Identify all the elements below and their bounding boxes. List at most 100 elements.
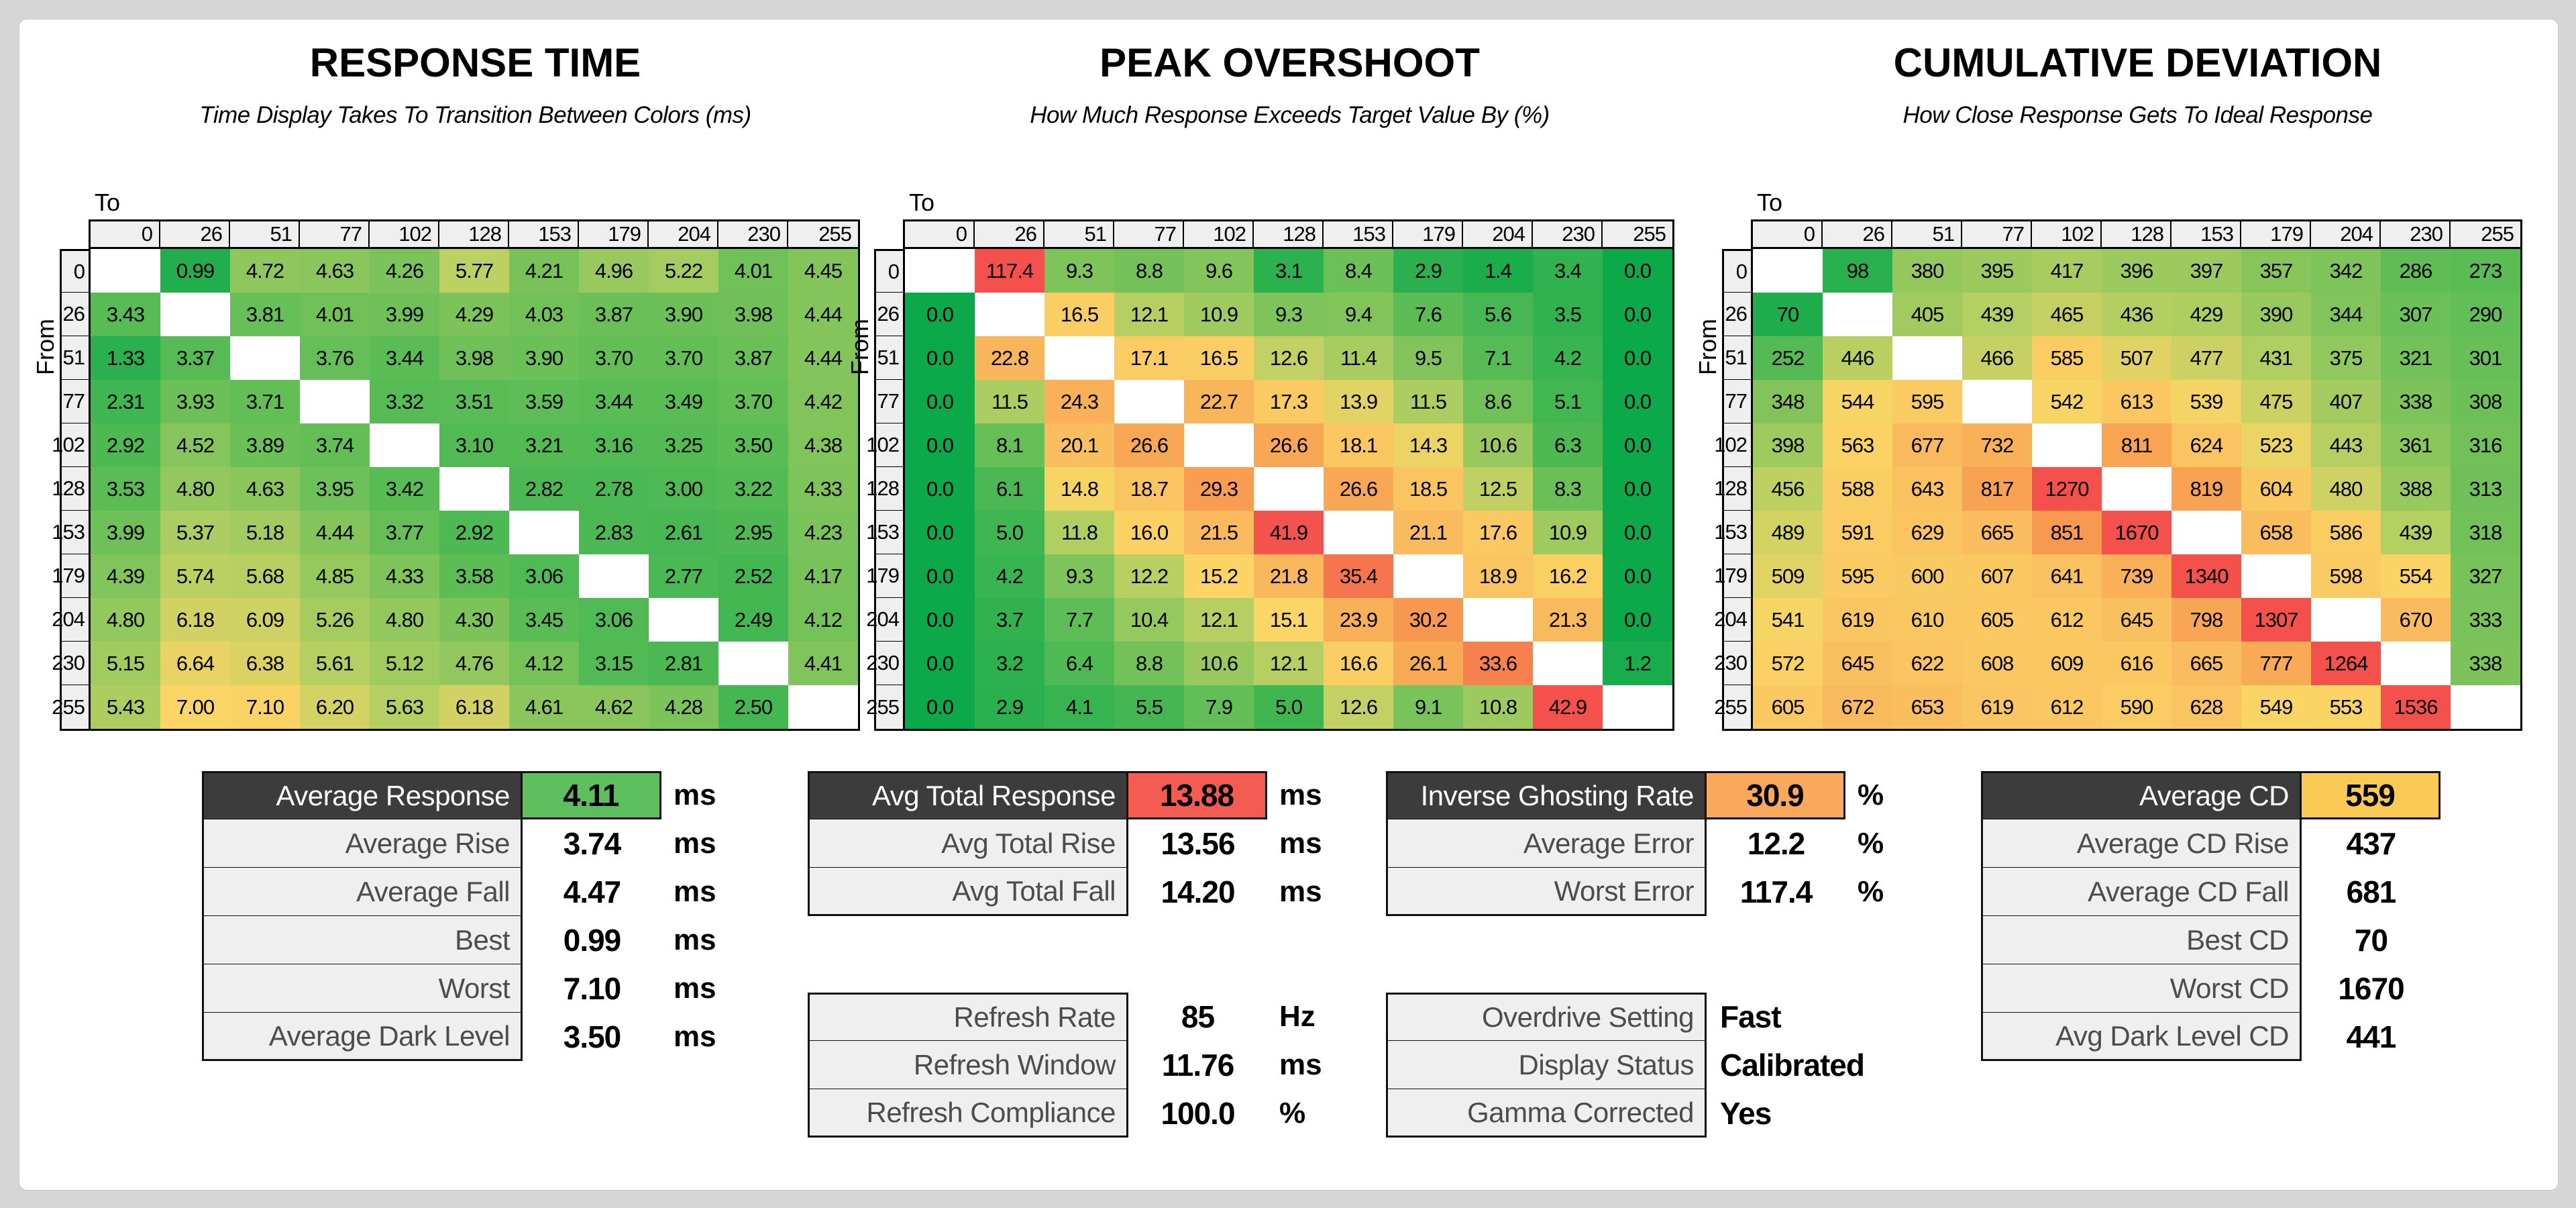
- summary-row: Refresh Window 11.76 ms: [808, 1041, 1360, 1089]
- heatmap-cell: 4.29: [439, 293, 509, 336]
- heatmap-cell: 4.33: [788, 467, 858, 511]
- heatmap-cell: 16.0: [1114, 511, 1184, 554]
- heatmap-cell: 3.06: [579, 598, 649, 642]
- heatmap-cell: 4.41: [788, 642, 858, 685]
- heatmap-cell: 4.52: [160, 423, 230, 467]
- heatmap-cell: 0.0: [1603, 336, 1672, 380]
- heatmap-cell: 16.2: [1533, 554, 1603, 598]
- heatmap-cell: 3.25: [649, 423, 718, 467]
- summary-value: 11.76: [1161, 1048, 1235, 1083]
- col-header: 77: [1962, 221, 2032, 247]
- row-header: 230: [52, 642, 91, 685]
- heatmap-cell: 21.5: [1184, 511, 1254, 554]
- heatmap-cell: 10.9: [1533, 511, 1603, 554]
- col-header: 153: [509, 221, 579, 247]
- summary-unit: [2440, 1013, 2533, 1061]
- heatmap-cell: 2.78: [579, 467, 649, 511]
- heatmap-cell: 21.1: [1393, 511, 1463, 554]
- heatmap-cell: 14.8: [1044, 467, 1114, 511]
- heatmap-cell: 5.68: [230, 554, 300, 598]
- row-header: 0: [60, 249, 91, 293]
- heatmap-cell: 4.26: [370, 249, 439, 293]
- heatmap-cell: 3.51: [439, 380, 509, 423]
- row-header: 230: [1714, 642, 1753, 685]
- heatmap-cell: 3.70: [579, 336, 649, 380]
- heatmap-cell: 4.38: [788, 423, 858, 467]
- heatmap-cell-blank: [1044, 336, 1114, 380]
- summary-row: Best CD 70: [1981, 916, 2533, 964]
- heatmap-cell: 475: [2241, 380, 2311, 423]
- heatmap-cell: 5.1: [1533, 380, 1603, 423]
- heatmap-cell: 14.3: [1393, 423, 1463, 467]
- heatmap-cell: 431: [2241, 336, 2311, 380]
- col-header: 230: [718, 221, 788, 247]
- col-header: 153: [1324, 221, 1393, 247]
- heatmap-cell: 6.3: [1533, 423, 1603, 467]
- heatmap-cell: 609: [2032, 642, 2102, 685]
- summary-row: Avg Total Response 13.88 ms: [808, 771, 1360, 819]
- heatmap-cell: 4.96: [579, 249, 649, 293]
- heatmap-cell: 619: [1962, 685, 2032, 729]
- heatmap-cell: 3.4: [1533, 249, 1603, 293]
- col-header: 179: [1393, 221, 1463, 247]
- heatmap-cell: 5.26: [300, 598, 370, 642]
- heatmap-cell: 380: [1892, 249, 1962, 293]
- heatmap-cell: 4.2: [975, 554, 1044, 598]
- summary-label: Avg Total Rise: [808, 819, 1128, 868]
- heatmap-cell: 732: [1962, 423, 2032, 467]
- heatmap-cell: 4.62: [579, 685, 649, 729]
- heatmap-cell: 42.9: [1533, 685, 1603, 729]
- row-header: 255: [1714, 685, 1753, 729]
- heatmap-cell: 21.8: [1254, 554, 1324, 598]
- summary-row: Average Rise 3.74 ms: [202, 819, 754, 868]
- summary-table-overshoot: Inverse Ghosting Rate 30.9% Average Error 1…: [1386, 771, 1938, 1138]
- heatmap-cell: 5.74: [160, 554, 230, 598]
- heatmap-cell: 0.0: [905, 511, 975, 554]
- heatmap-cell: 17.3: [1254, 380, 1324, 423]
- heatmap-cell: 436: [2102, 293, 2171, 336]
- col-header: 0: [905, 221, 975, 247]
- summary-unit: [2440, 771, 2533, 819]
- heatmap-cell: 18.7: [1114, 467, 1184, 511]
- summary-label: Average Dark Level: [202, 1013, 523, 1061]
- heatmap-cell-blank: [1823, 293, 1892, 336]
- heatmap-cell: 9.3: [1044, 249, 1114, 293]
- heatmap-cell: 1536: [2381, 685, 2451, 729]
- summary-value: 13.56: [1161, 826, 1235, 861]
- col-header: 204: [1463, 221, 1533, 247]
- heatmap-cell: 417: [2032, 249, 2102, 293]
- heatmap-cell-blank: [1463, 598, 1533, 642]
- heatmap-cell: 5.15: [91, 642, 160, 685]
- heatmap-cell-blank: [2241, 554, 2311, 598]
- heatmap-cell: 0.0: [1603, 293, 1672, 336]
- col-header: 230: [2381, 221, 2451, 247]
- heatmap-cell: 17.6: [1463, 511, 1533, 554]
- heatmap-cell: 12.2: [1114, 554, 1184, 598]
- heatmap-cell: 6.20: [300, 685, 370, 729]
- heatmap-cell: 2.61: [649, 511, 718, 554]
- heatmap-cell: 3.5: [1533, 293, 1603, 336]
- heatmap-cell: 5.0: [1254, 685, 1324, 729]
- summary-unit: ms: [674, 972, 716, 1005]
- heatmap-cell: 610: [1892, 598, 1962, 642]
- summary-value: 85: [1181, 999, 1215, 1034]
- heatmap-cell: 9.3: [1044, 554, 1114, 598]
- matrix-header-row: 0 26 51 77 102 128 153 179 204 230 255: [1751, 219, 2522, 249]
- heatmap-cell: 70: [1753, 293, 1823, 336]
- heatmap-cell: 7.9: [1184, 685, 1254, 729]
- heatmap-cell: 5.5: [1114, 685, 1184, 729]
- summary-label: Best CD: [1981, 916, 2302, 964]
- col-header: 102: [1184, 221, 1254, 247]
- heatmap-cell: 26.6: [1254, 423, 1324, 467]
- summary-label: Avg Total Response: [808, 771, 1128, 819]
- col-header: 51: [1892, 221, 1962, 247]
- summary-label: Gamma Corrected: [1386, 1089, 1707, 1138]
- heatmap-cell: 3.50: [718, 423, 788, 467]
- heatmap-cell: 20.1: [1044, 423, 1114, 467]
- heatmap-cell-blank: [2032, 423, 2102, 467]
- summary-value: 4.47: [563, 874, 622, 909]
- row-header: 51: [874, 336, 905, 380]
- heatmap-cell: 4.44: [788, 336, 858, 380]
- heatmap-cell: 4.1: [1044, 685, 1114, 729]
- col-header: 77: [300, 221, 370, 247]
